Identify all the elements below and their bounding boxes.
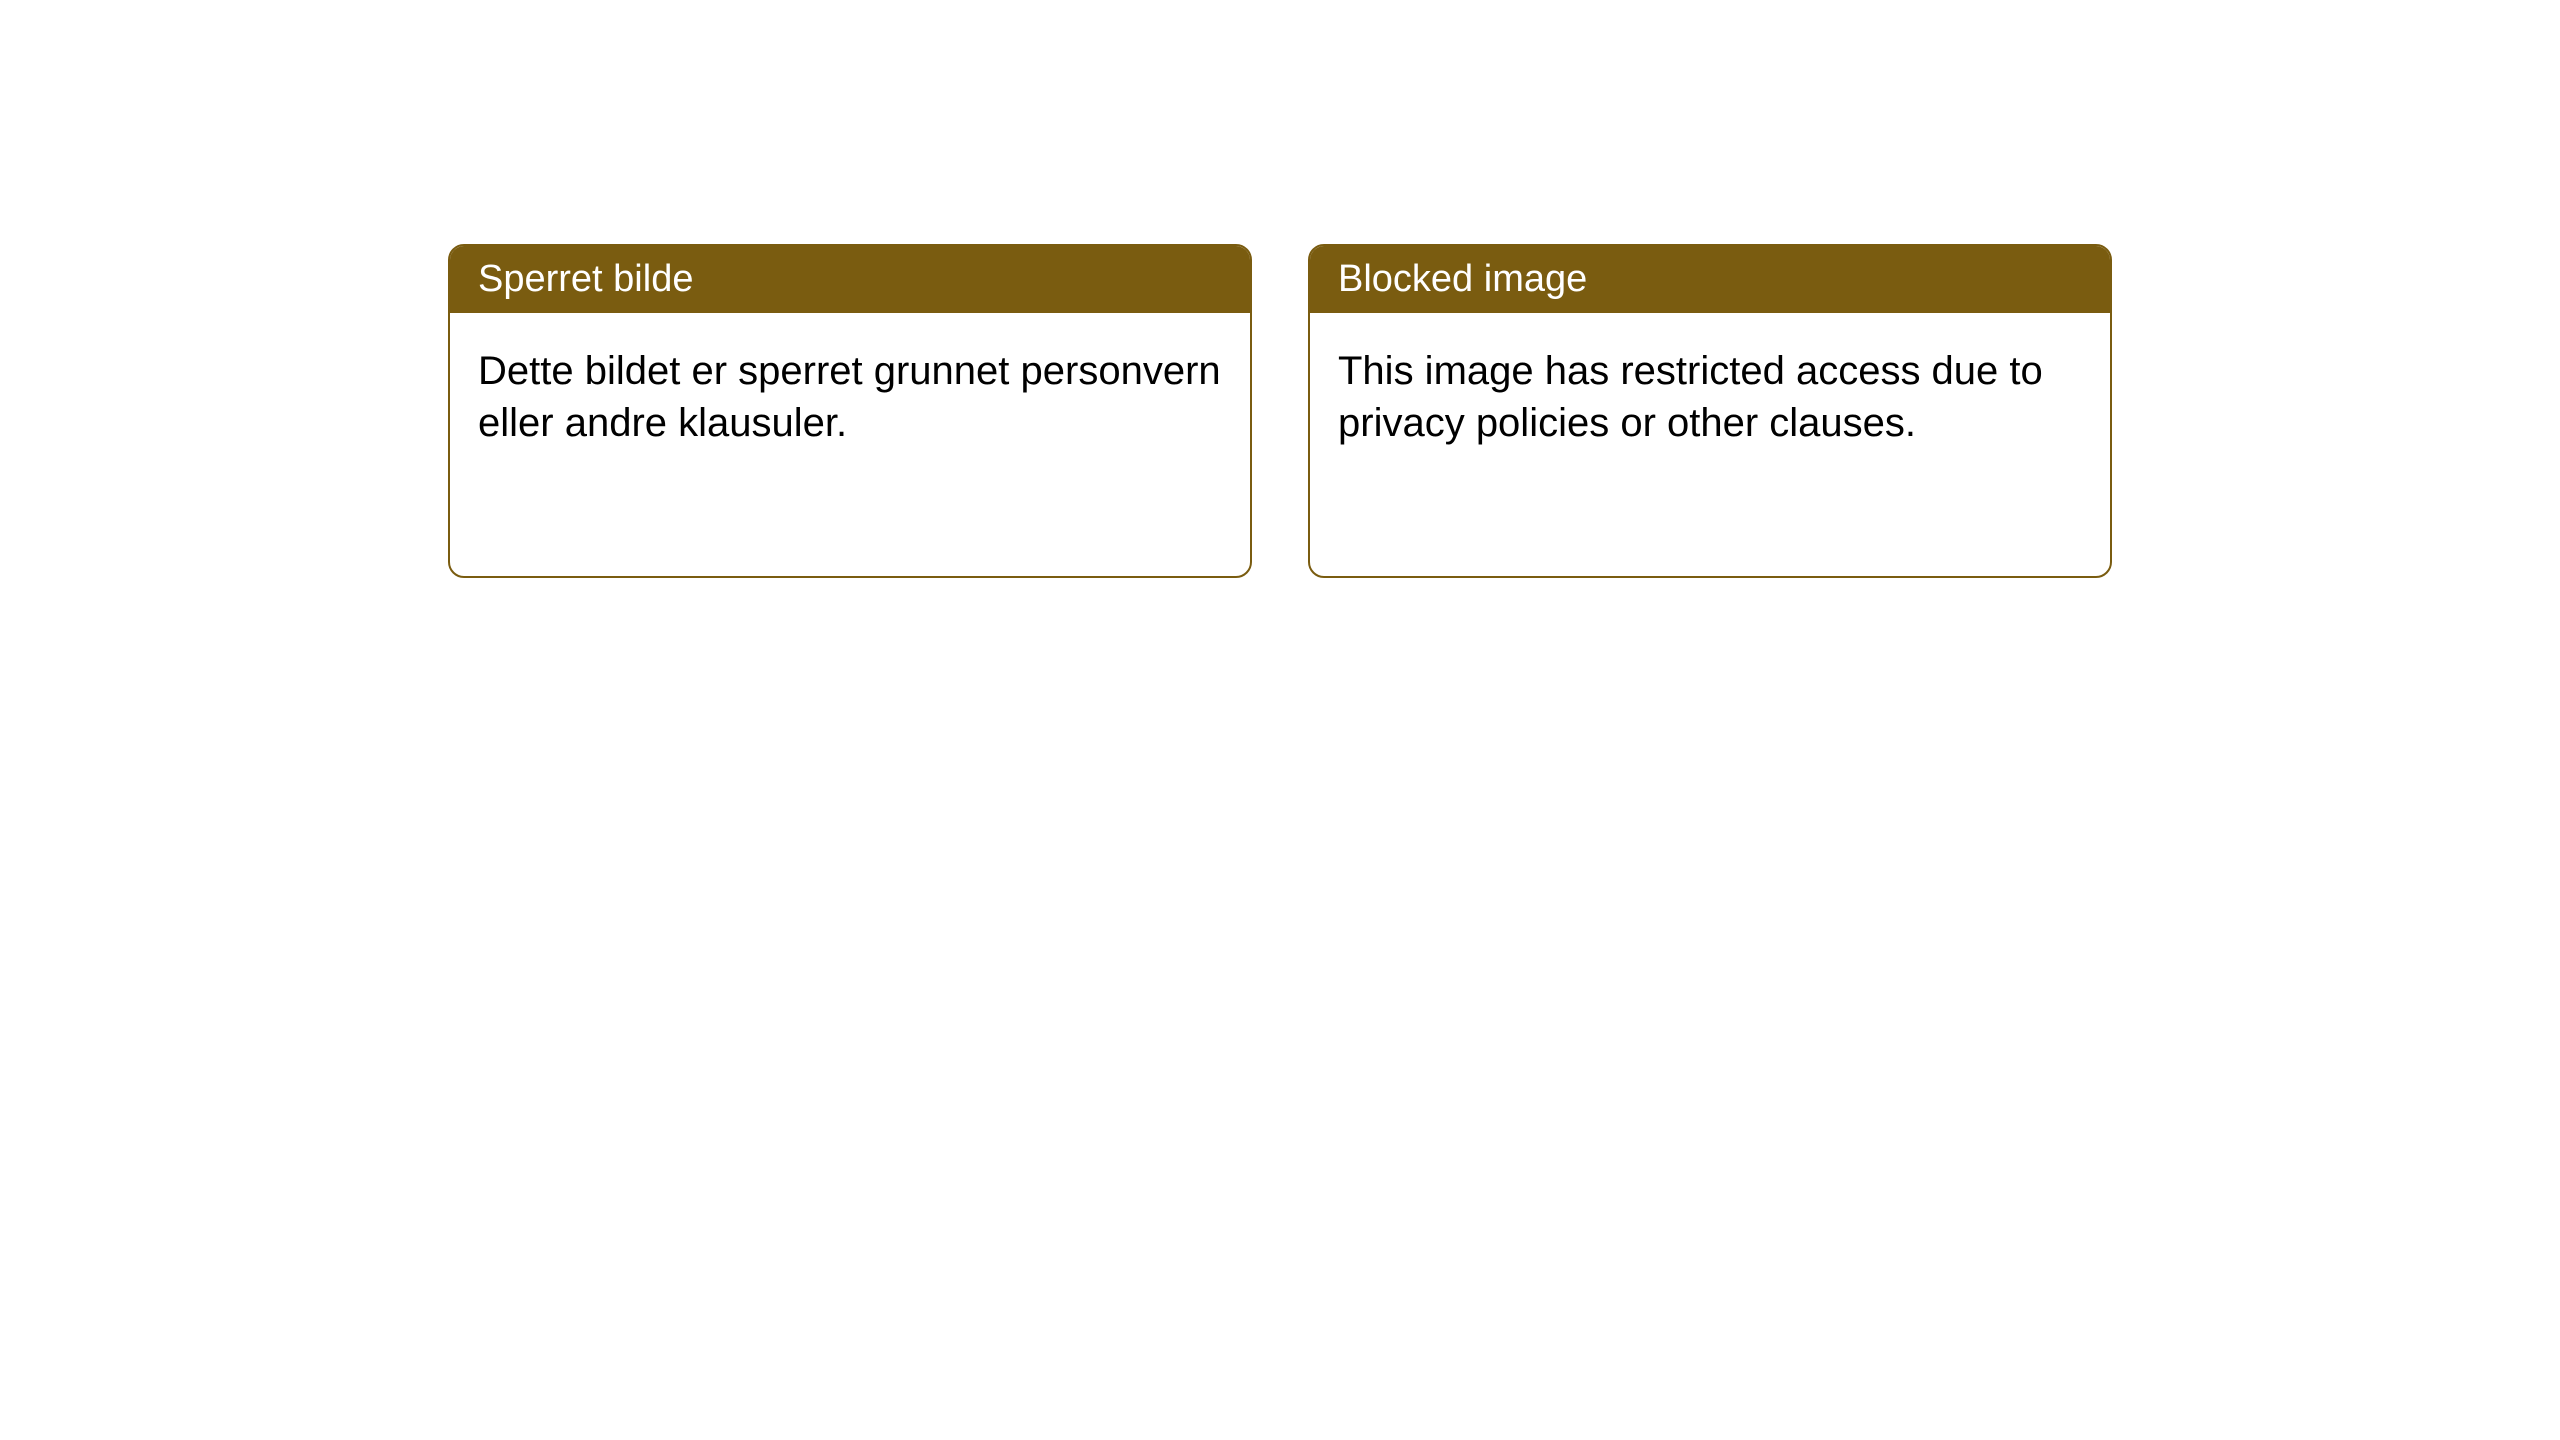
card-header: Sperret bilde	[450, 246, 1250, 313]
card-body: Dette bildet er sperret grunnet personve…	[450, 313, 1250, 481]
card-header: Blocked image	[1310, 246, 2110, 313]
card-title: Sperret bilde	[478, 258, 693, 300]
card-title: Blocked image	[1338, 258, 1587, 300]
notice-card-english: Blocked image This image has restricted …	[1308, 244, 2112, 578]
notice-card-norwegian: Sperret bilde Dette bildet er sperret gr…	[448, 244, 1252, 578]
notice-container: Sperret bilde Dette bildet er sperret gr…	[0, 0, 2560, 578]
card-body: This image has restricted access due to …	[1310, 313, 2110, 481]
card-body-text: This image has restricted access due to …	[1338, 349, 2043, 445]
card-body-text: Dette bildet er sperret grunnet personve…	[478, 349, 1221, 445]
